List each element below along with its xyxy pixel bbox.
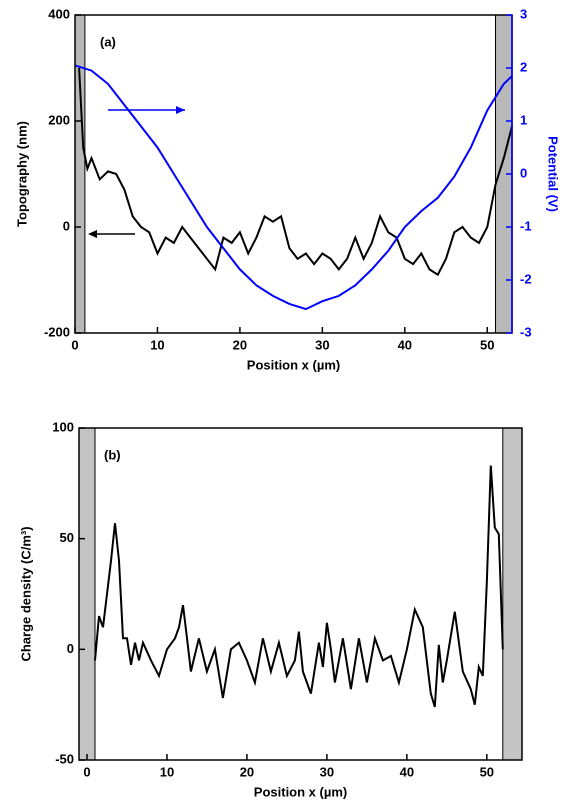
x-tick-label: 0	[83, 764, 90, 779]
y2-tick-label: -2	[520, 271, 532, 286]
y2-tick-label: -1	[520, 218, 532, 233]
y2-tick-label: 3	[520, 6, 527, 21]
y-tick-label: 100	[52, 419, 74, 434]
x-axis-label: Position x (µm)	[254, 784, 347, 799]
x-tick-label: 20	[240, 764, 254, 779]
y-axis-label: Charge density (C/m³)	[18, 526, 33, 661]
y2-tick-label: -3	[520, 324, 532, 339]
panel-label: (a)	[100, 34, 116, 49]
y2-tick-label: 2	[520, 59, 527, 74]
y-tick-label: 0	[63, 218, 70, 233]
data-line	[94, 465, 504, 708]
electrode-region	[502, 427, 523, 761]
arrow-head	[176, 106, 185, 114]
y-tick-label: 50	[60, 530, 74, 545]
y-tick-label: 400	[48, 6, 70, 21]
data-line	[78, 67, 513, 277]
y-tick-label: -50	[55, 751, 74, 766]
arrow-head	[88, 230, 97, 238]
x-tick-label: 10	[150, 337, 164, 352]
x-tick-label: 50	[480, 337, 494, 352]
x-axis-label: Position x (µm)	[247, 357, 340, 372]
x-tick-label: 10	[160, 764, 174, 779]
y2-tick-label: 1	[520, 112, 527, 127]
x-tick-label: 30	[315, 337, 329, 352]
panel-label: (b)	[104, 447, 121, 462]
y-tick-label: 200	[48, 112, 70, 127]
x-tick-label: 20	[233, 337, 247, 352]
x-tick-label: 50	[480, 764, 494, 779]
y2-axis-label: Potential (V)	[546, 136, 561, 212]
electrode-region	[78, 427, 96, 761]
electrode-region	[74, 14, 86, 334]
y-tick-label: 0	[67, 641, 74, 656]
x-tick-label: 0	[71, 337, 78, 352]
data-line	[74, 64, 513, 311]
plot-frame	[74, 14, 513, 334]
y2-tick-label: 0	[520, 165, 527, 180]
y-tick-label: -200	[44, 324, 70, 339]
plot-frame	[78, 427, 523, 761]
y-axis-label: Topography (nm)	[14, 121, 29, 227]
x-tick-label: 30	[320, 764, 334, 779]
x-tick-label: 40	[400, 764, 414, 779]
x-tick-label: 40	[398, 337, 412, 352]
